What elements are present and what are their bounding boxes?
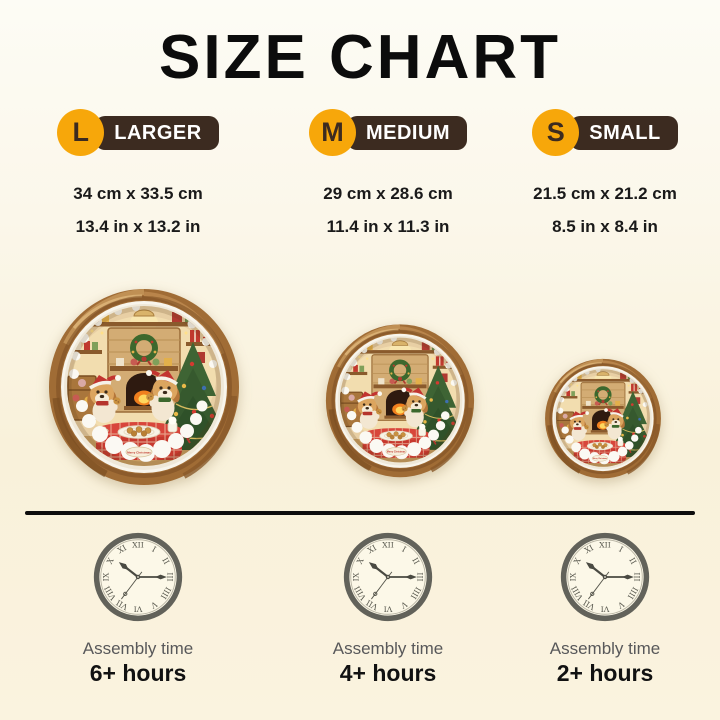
size-label: SMALL — [570, 115, 678, 150]
size-label: LARGER — [95, 115, 219, 150]
puzzle-image-larger — [44, 286, 244, 486]
dimensions-in: 13.4 in x 13.2 in — [75, 217, 201, 236]
assembly-hours-value: 4+ hours — [339, 660, 437, 686]
page-title: SIZE CHART — [159, 23, 561, 92]
dimensions-block: 34 cm x 33.5 cm 13.4 in x 13.2 in — [18, 177, 258, 243]
clock-icon — [92, 531, 184, 623]
size-badge-medium: M MEDIUM — [268, 109, 508, 156]
dimensions-in: 8.5 in x 8.4 in — [552, 217, 658, 236]
size-letter-badge: S — [532, 109, 580, 156]
size-badge-small: S SMALL — [490, 109, 720, 156]
column-small: S SMALL 21.5 cm x 21.2 cm 8.5 in x 8.4 i… — [490, 0, 720, 720]
puzzle-image-small — [542, 357, 664, 479]
assembly-hours-value: 2+ hours — [556, 660, 654, 686]
clock-icon — [342, 531, 434, 623]
dimensions-cm: 34 cm x 33.5 cm — [73, 184, 203, 203]
dimensions-block: 21.5 cm x 21.2 cm 8.5 in x 8.4 in — [490, 177, 720, 243]
assembly-time-label: Assembly time — [82, 639, 194, 658]
dimensions-block: 29 cm x 28.6 cm 11.4 in x 11.3 in — [268, 177, 508, 243]
clock-icon — [559, 531, 651, 623]
size-badge-larger: L LARGER — [18, 109, 258, 156]
assembly-time-label: Assembly time — [549, 639, 661, 658]
size-letter-badge: M — [308, 109, 356, 156]
size-letter-badge: L — [57, 109, 105, 156]
puzzle-image-medium — [322, 322, 478, 478]
dimensions-in: 11.4 in x 11.3 in — [326, 217, 450, 236]
column-larger: L LARGER 34 cm x 33.5 cm 13.4 in x 13.2 … — [18, 0, 258, 720]
column-medium: M MEDIUM 29 cm x 28.6 cm 11.4 in x 11.3 … — [268, 0, 508, 720]
dimensions-cm: 21.5 cm x 21.2 cm — [533, 184, 677, 203]
assembly-hours-value: 6+ hours — [89, 660, 187, 686]
section-divider — [25, 511, 695, 515]
assembly-time-label: Assembly time — [332, 639, 444, 658]
dimensions-cm: 29 cm x 28.6 cm — [323, 184, 453, 203]
size-label: MEDIUM — [346, 115, 468, 150]
